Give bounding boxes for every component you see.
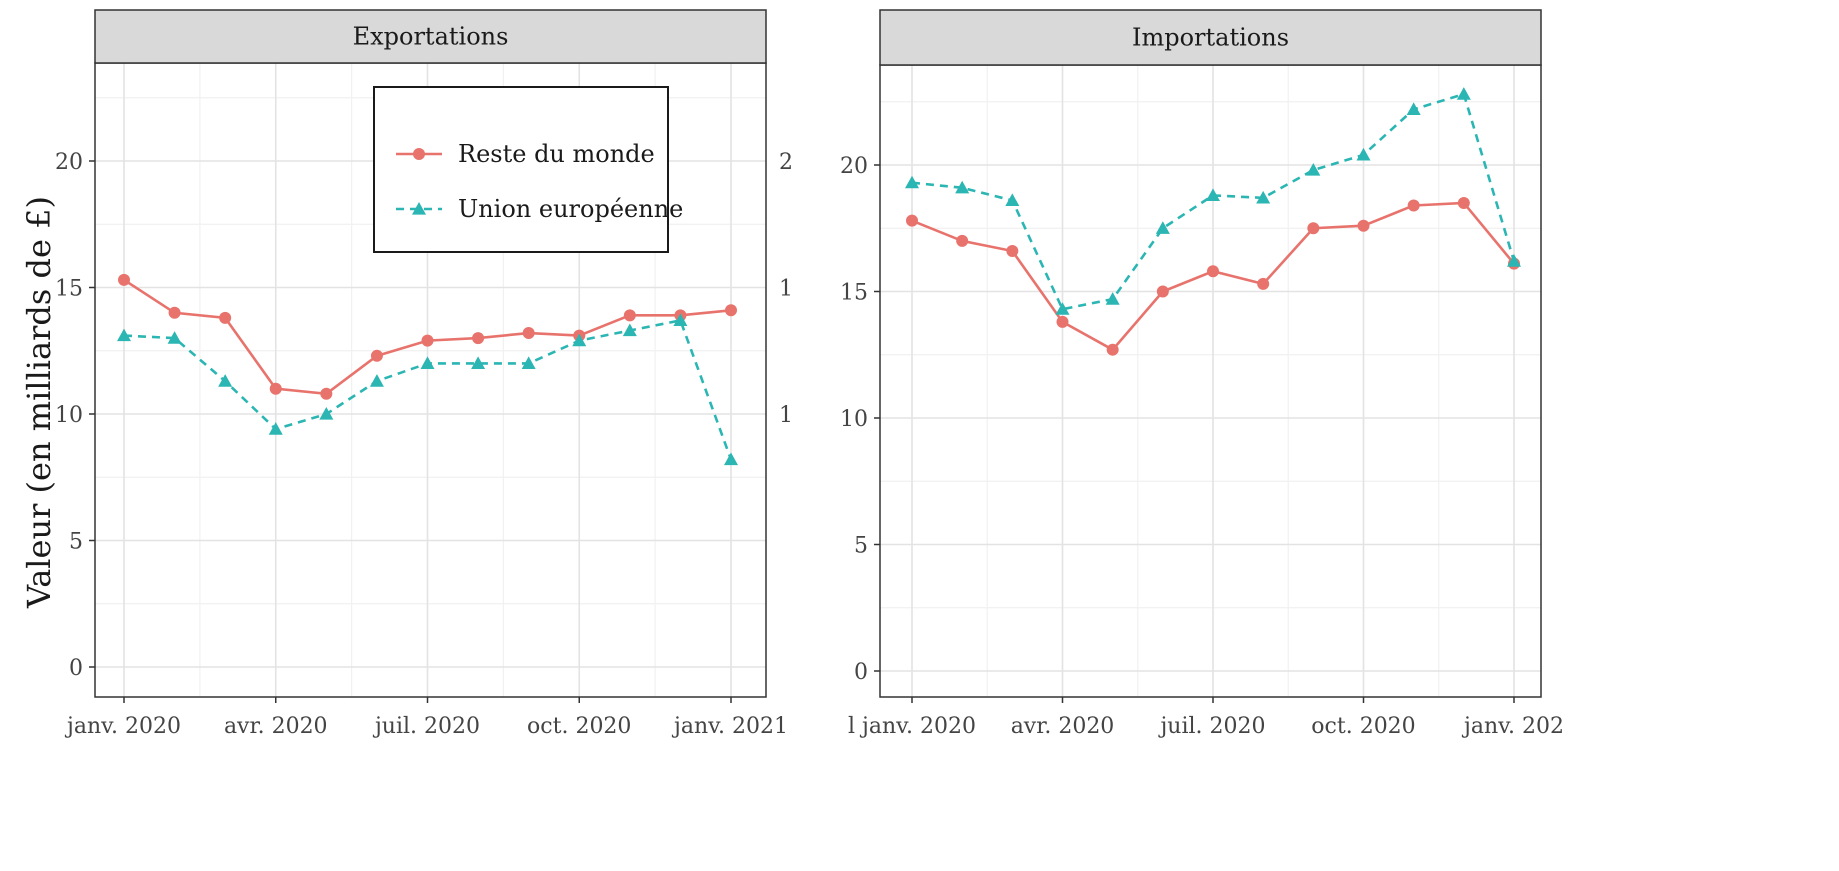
y-tick-label: 10: [55, 403, 83, 428]
data-point-reste-du-monde: [320, 387, 333, 400]
data-point-union-europeenne: [1005, 193, 1020, 207]
data-point-union-europeenne: [1356, 147, 1371, 161]
y-tick-label: 0: [854, 660, 868, 685]
data-point-union-europeenne: [1507, 254, 1521, 267]
data-point-union-europeenne: [955, 180, 970, 194]
legend-marker-triangle: [412, 202, 426, 215]
data-point-reste-du-monde: [370, 349, 383, 362]
data-point-union-europeenne: [117, 328, 131, 342]
x-tick-label: janv. 2020: [64, 714, 181, 739]
data-point-reste-du-monde: [1257, 277, 1270, 290]
data-point-reste-du-monde: [1056, 315, 1069, 328]
data-point-union-europeenne: [319, 407, 334, 420]
data-point-union-europeenne: [572, 333, 587, 347]
x-tick-label: janv. 202: [1461, 714, 1564, 739]
data-point-reste-du-monde: [522, 327, 535, 340]
x-tick-label: janv. 2021: [671, 714, 788, 739]
y-tick-label: 5: [69, 530, 83, 555]
data-point-union-europeenne: [673, 313, 688, 326]
panel-title-importations: Importations: [1132, 24, 1289, 52]
x-tick-label: oct. 2020: [527, 714, 631, 739]
data-point-union-europeenne: [1055, 302, 1070, 315]
data-point-union-europeenne: [622, 323, 637, 337]
x-tick-label: juil. 2020: [372, 714, 480, 739]
y-tick-label: 10: [840, 407, 868, 432]
data-point-union-europeenne: [905, 175, 919, 189]
data-point-reste-du-monde: [1156, 285, 1169, 298]
data-point-union-europeenne: [1256, 190, 1271, 204]
data-point-reste-du-monde: [421, 334, 434, 347]
data-point-reste-du-monde: [906, 214, 918, 227]
data-point-union-europeenne: [1456, 87, 1471, 100]
panel-importations: Importations 0 5 10 15 20 l janv. 2020 avr. 20…: [840, 9, 1564, 739]
y-tick-label: 15: [55, 277, 83, 302]
legend-label: Reste du monde: [458, 140, 655, 168]
data-point-reste-du-monde: [1457, 196, 1470, 209]
x-tick-label: avr. 2020: [1011, 714, 1115, 739]
legend: Reste du monde Union européenne: [373, 86, 683, 253]
data-point-reste-du-monde: [168, 306, 181, 319]
data-point-reste-du-monde: [219, 311, 232, 324]
data-point-reste-du-monde: [1307, 222, 1320, 235]
data-point-reste-du-monde: [1006, 245, 1019, 258]
data-point-reste-du-monde: [118, 273, 130, 286]
y-tick-label: 15: [840, 281, 868, 306]
data-point-union-europeenne: [521, 356, 536, 369]
data-point-union-europeenne: [1206, 188, 1220, 201]
legend-label: Union européenne: [458, 195, 683, 223]
x-tick-label: avr. 2020: [224, 714, 328, 739]
panel-title-exportations: Exportations: [353, 23, 509, 51]
data-point-reste-du-monde: [1407, 199, 1420, 212]
data-point-union-europeenne: [724, 452, 738, 466]
data-point-union-europeenne: [471, 356, 486, 369]
x-tick-label: l janv. 2020: [848, 714, 976, 739]
data-point-union-europeenne: [167, 331, 182, 344]
data-point-reste-du-monde: [1357, 219, 1370, 232]
x-tick-label: oct. 2020: [1311, 714, 1415, 739]
x-tick-label: juil. 2020: [1157, 714, 1265, 739]
data-point-reste-du-monde: [623, 309, 636, 322]
data-point-union-europeenne: [1155, 221, 1170, 234]
right-edge-label: 1: [779, 277, 793, 302]
data-point-reste-du-monde: [269, 382, 282, 395]
y-axis-label: Valeur (en milliards de £): [20, 196, 58, 609]
data-point-union-europeenne: [268, 422, 283, 435]
data-point-reste-du-monde: [956, 234, 969, 247]
right-edge-label: 1: [779, 403, 793, 428]
data-point-union-europeenne: [369, 374, 384, 387]
panel-exportations: Exportations 0 5 10 15 20 janv. 2020 avr. 2020…: [55, 9, 793, 739]
y-tick-label: 20: [55, 150, 83, 175]
data-point-reste-du-monde: [1207, 265, 1219, 278]
data-point-union-europeenne: [1406, 102, 1421, 115]
y-tick-label: 20: [840, 154, 868, 179]
right-edge-label: 2: [779, 150, 793, 175]
data-point-reste-du-monde: [472, 332, 485, 345]
data-point-reste-du-monde: [1106, 343, 1119, 356]
data-point-reste-du-monde: [725, 304, 737, 317]
data-point-union-europeenne: [218, 374, 233, 387]
y-tick-label: 5: [854, 534, 868, 559]
data-point-union-europeenne: [1105, 292, 1120, 305]
legend-marker-circle: [413, 148, 425, 160]
data-point-union-europeenne: [1306, 163, 1321, 176]
data-point-union-europeenne: [420, 356, 435, 369]
y-tick-label: 0: [69, 656, 83, 681]
